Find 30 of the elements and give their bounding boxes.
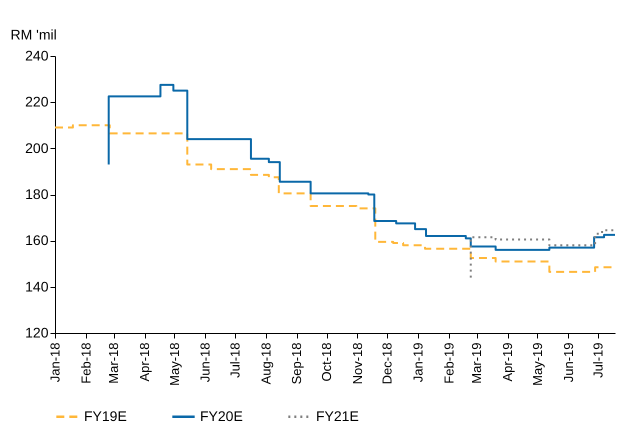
x-tick-label: Mar-19 — [469, 342, 484, 384]
x-tick-label: Oct-18 — [319, 342, 334, 382]
x-tick-label: May-19 — [530, 342, 545, 386]
legend-label: FY21E — [316, 408, 359, 424]
legend-label: FY19E — [84, 408, 127, 424]
x-tick-label: Feb-19 — [441, 342, 456, 384]
y-tick-label: 160 — [25, 232, 49, 248]
y-axis-title: RM 'mil — [10, 26, 57, 42]
x-tick-label: Apr-19 — [500, 342, 516, 382]
y-tick-label: 120 — [25, 324, 49, 340]
x-tick-label: Feb-18 — [78, 342, 94, 384]
x-tick-label: Jul-19 — [590, 342, 606, 378]
x-tick-label: May-18 — [166, 342, 182, 386]
legend-label: FY20E — [200, 408, 243, 424]
x-tick-label: Dec-18 — [380, 342, 395, 384]
y-tick-label: 200 — [25, 140, 49, 156]
x-tick-label: Jun-18 — [198, 342, 213, 382]
x-tick-label: Jan-19 — [410, 342, 426, 382]
x-tick-label: Mar-18 — [106, 342, 122, 384]
x-tick-label: Apr-18 — [137, 342, 152, 382]
y-tick-label: 220 — [25, 94, 49, 110]
x-tick-label: Sep-18 — [289, 342, 304, 384]
y-tick-label: 240 — [25, 48, 49, 64]
x-tick-label: Aug-18 — [258, 342, 274, 384]
x-tick-label: Jun-19 — [560, 342, 576, 382]
y-tick-label: 140 — [25, 278, 49, 294]
y-tick-label: 180 — [25, 186, 49, 202]
x-tick-label: Nov-18 — [350, 342, 365, 384]
x-tick-label: Jan-18 — [48, 342, 62, 382]
x-tick-label: Jul-18 — [228, 342, 243, 378]
